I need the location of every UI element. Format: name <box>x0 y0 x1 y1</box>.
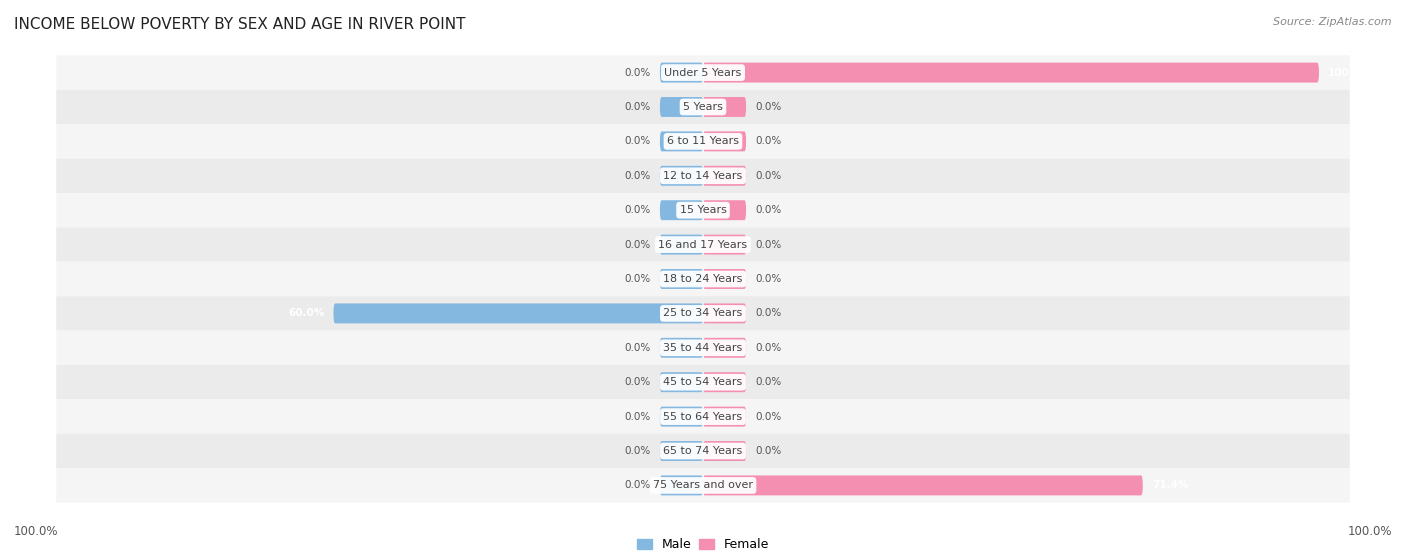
FancyBboxPatch shape <box>659 132 703 151</box>
FancyBboxPatch shape <box>56 124 1350 158</box>
FancyBboxPatch shape <box>703 269 747 289</box>
FancyBboxPatch shape <box>703 132 747 151</box>
FancyBboxPatch shape <box>703 475 1143 496</box>
Text: 0.0%: 0.0% <box>624 68 651 78</box>
Text: 0.0%: 0.0% <box>624 102 651 112</box>
Text: 0.0%: 0.0% <box>755 274 782 284</box>
Text: INCOME BELOW POVERTY BY SEX AND AGE IN RIVER POINT: INCOME BELOW POVERTY BY SEX AND AGE IN R… <box>14 17 465 32</box>
Text: 60.0%: 60.0% <box>288 309 325 319</box>
FancyBboxPatch shape <box>703 441 747 461</box>
Text: 0.0%: 0.0% <box>755 239 782 249</box>
FancyBboxPatch shape <box>56 228 1350 262</box>
Text: Under 5 Years: Under 5 Years <box>665 68 741 78</box>
FancyBboxPatch shape <box>56 158 1350 193</box>
Text: 75 Years and over: 75 Years and over <box>652 480 754 490</box>
Text: 18 to 24 Years: 18 to 24 Years <box>664 274 742 284</box>
Text: 0.0%: 0.0% <box>624 136 651 146</box>
Text: Source: ZipAtlas.com: Source: ZipAtlas.com <box>1274 17 1392 27</box>
Text: 5 Years: 5 Years <box>683 102 723 112</box>
Text: 0.0%: 0.0% <box>624 446 651 456</box>
Text: 35 to 44 Years: 35 to 44 Years <box>664 343 742 353</box>
FancyBboxPatch shape <box>659 475 703 496</box>
Text: 12 to 14 Years: 12 to 14 Years <box>664 171 742 181</box>
FancyBboxPatch shape <box>659 372 703 392</box>
FancyBboxPatch shape <box>659 338 703 358</box>
FancyBboxPatch shape <box>56 468 1350 503</box>
FancyBboxPatch shape <box>56 296 1350 330</box>
Text: 6 to 11 Years: 6 to 11 Years <box>666 136 740 146</box>
Text: 0.0%: 0.0% <box>624 274 651 284</box>
Text: 0.0%: 0.0% <box>624 480 651 490</box>
FancyBboxPatch shape <box>659 441 703 461</box>
FancyBboxPatch shape <box>703 407 747 426</box>
Text: 65 to 74 Years: 65 to 74 Years <box>664 446 742 456</box>
Text: 100.0%: 100.0% <box>14 526 59 538</box>
FancyBboxPatch shape <box>56 365 1350 400</box>
Text: 0.0%: 0.0% <box>755 102 782 112</box>
FancyBboxPatch shape <box>56 262 1350 296</box>
Text: 0.0%: 0.0% <box>755 446 782 456</box>
FancyBboxPatch shape <box>56 330 1350 365</box>
FancyBboxPatch shape <box>659 97 703 117</box>
FancyBboxPatch shape <box>703 338 747 358</box>
Text: 15 Years: 15 Years <box>679 205 727 215</box>
FancyBboxPatch shape <box>56 55 1350 90</box>
Text: 0.0%: 0.0% <box>755 309 782 319</box>
FancyBboxPatch shape <box>333 304 703 324</box>
FancyBboxPatch shape <box>703 62 1319 83</box>
Text: 100.0%: 100.0% <box>1329 68 1372 78</box>
Legend: Male, Female: Male, Female <box>631 533 775 556</box>
FancyBboxPatch shape <box>56 400 1350 434</box>
FancyBboxPatch shape <box>703 97 747 117</box>
FancyBboxPatch shape <box>703 372 747 392</box>
FancyBboxPatch shape <box>703 200 747 220</box>
Text: 0.0%: 0.0% <box>755 377 782 387</box>
FancyBboxPatch shape <box>659 200 703 220</box>
FancyBboxPatch shape <box>659 407 703 426</box>
FancyBboxPatch shape <box>703 304 747 324</box>
Text: 100.0%: 100.0% <box>1347 526 1392 538</box>
Text: 25 to 34 Years: 25 to 34 Years <box>664 309 742 319</box>
FancyBboxPatch shape <box>56 193 1350 228</box>
Text: 0.0%: 0.0% <box>755 412 782 422</box>
FancyBboxPatch shape <box>659 234 703 254</box>
Text: 0.0%: 0.0% <box>624 343 651 353</box>
Text: 0.0%: 0.0% <box>755 205 782 215</box>
Text: 0.0%: 0.0% <box>755 343 782 353</box>
FancyBboxPatch shape <box>56 434 1350 468</box>
FancyBboxPatch shape <box>56 90 1350 124</box>
Text: 71.4%: 71.4% <box>1152 480 1188 490</box>
Text: 0.0%: 0.0% <box>755 136 782 146</box>
FancyBboxPatch shape <box>659 269 703 289</box>
FancyBboxPatch shape <box>703 166 747 186</box>
Text: 45 to 54 Years: 45 to 54 Years <box>664 377 742 387</box>
Text: 55 to 64 Years: 55 to 64 Years <box>664 412 742 422</box>
Text: 0.0%: 0.0% <box>624 171 651 181</box>
Text: 0.0%: 0.0% <box>624 239 651 249</box>
FancyBboxPatch shape <box>703 234 747 254</box>
FancyBboxPatch shape <box>659 62 703 83</box>
Text: 0.0%: 0.0% <box>624 412 651 422</box>
Text: 0.0%: 0.0% <box>624 205 651 215</box>
FancyBboxPatch shape <box>659 166 703 186</box>
Text: 16 and 17 Years: 16 and 17 Years <box>658 239 748 249</box>
Text: 0.0%: 0.0% <box>755 171 782 181</box>
Text: 0.0%: 0.0% <box>624 377 651 387</box>
